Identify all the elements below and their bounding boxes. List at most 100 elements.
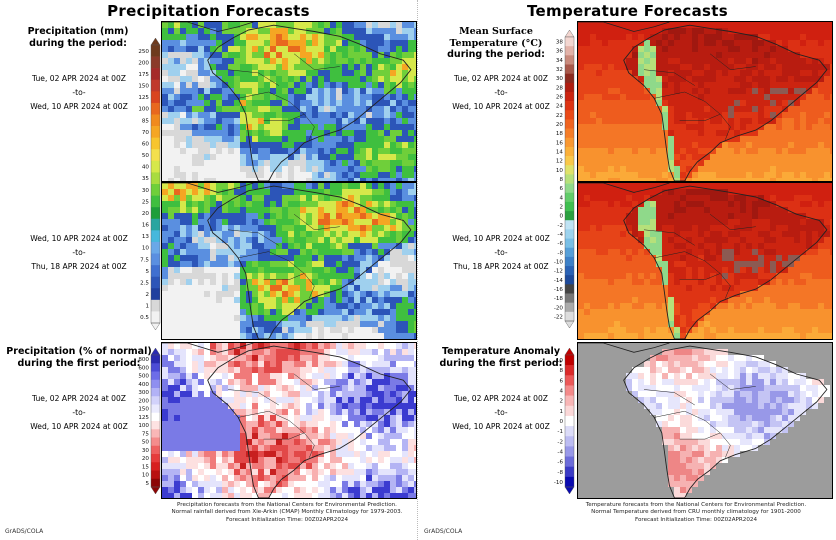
precip-period-3-end: Wed, 10 APR 2024 at 00Z <box>30 422 128 431</box>
precip-pct-colorbar-swatch <box>151 404 160 414</box>
temp-period-1: Tue, 02 APR 2024 at 00Z -to- Wed, 10 APR… <box>429 72 573 114</box>
precip-period-3-start: Tue, 02 APR 2024 at 00Z <box>32 394 126 403</box>
precip-map-2-canvas <box>162 183 416 339</box>
precip-pct-colorbar-swatch <box>151 470 160 480</box>
temp-anomaly-map-canvas <box>578 343 832 498</box>
precip-mm-colorbar-swatch <box>151 149 160 162</box>
precip-mm-colorbar-tick-label: 70 <box>142 130 150 136</box>
temp-colorbar-tick-label: -14 <box>554 278 564 284</box>
precip-mm-colorbar-tick-label: 16 <box>142 223 150 229</box>
continent-outline <box>207 345 412 498</box>
precip-period-3-to: -to- <box>72 408 86 417</box>
temp-label-1: Mean Surface Temperature (°C) during the… <box>431 26 561 61</box>
temp-colorbar-tick-label: -8 <box>557 250 563 256</box>
precip-footer-line3: Forecast Initialization Time: 00Z02APR20… <box>225 516 349 523</box>
precip-pct-colorbar-tick-label: 300 <box>138 390 149 396</box>
anom-colorbar-swatch <box>565 405 574 417</box>
precip-mm-colorbar-tick-label: 200 <box>138 60 149 66</box>
precip-mm-colorbar-tick-label: 175 <box>138 72 149 78</box>
anom-colorbar-swatch <box>565 375 574 386</box>
precip-map-1 <box>161 21 417 182</box>
precip-period-2-to: -to- <box>72 248 86 257</box>
temp-map-1 <box>577 21 833 182</box>
precip-pct-colorbar-arrow-bottom <box>150 486 161 495</box>
anom-colorbar-tick-label: 4 <box>559 389 563 395</box>
precip-mm-colorbar-swatch <box>151 230 160 243</box>
precip-period-2-start: Wed, 10 APR 2024 at 00Z <box>30 234 128 243</box>
anom-colorbar-swatch <box>565 365 574 376</box>
temp-colorbar-arrow-bottom <box>564 320 575 329</box>
country-border <box>643 389 695 406</box>
temp-period-2: Wed, 10 APR 2024 at 00Z -to- Thu, 18 APR… <box>429 232 573 274</box>
precip-label-3-line2: during the first period: <box>17 357 141 369</box>
precip-mm-colorbar-swatch <box>151 311 160 324</box>
anom-colorbar-tick-label: 1 <box>559 409 563 415</box>
temp-label-1-line2: during the period: <box>447 49 545 60</box>
anom-colorbar-arrow-bottom <box>564 486 575 495</box>
temperature-title: Temperature Forecasts <box>527 2 728 20</box>
country-border <box>304 432 315 458</box>
precip-label-1-line2: during the period: <box>29 37 127 49</box>
temp-colorbar-tick-label: -6 <box>557 241 563 247</box>
continent-outline <box>623 24 828 181</box>
precip-mm-colorbar-tick-label: 20 <box>142 211 150 217</box>
precip-mm-colorbar-swatch <box>151 184 160 196</box>
temp-colorbar-tick-label: 26 <box>556 95 564 101</box>
anom-colorbar-tick-label: -6 <box>557 460 563 466</box>
precip-label-1: Precipitation (mm) during the period: <box>4 26 152 49</box>
temp-colorbar-swatch <box>565 256 574 267</box>
precip-mm-colorbar-swatch <box>151 218 160 231</box>
temp-period-3-to: -to- <box>494 408 508 417</box>
precip-mm-colorbar-arrow-top <box>150 37 161 46</box>
precip-pct-colorbar-tick-label: 150 <box>138 407 149 413</box>
precip-pct-colorbar-swatch <box>151 462 160 471</box>
temp-label-3-line1: Temperature Anomaly <box>441 346 561 357</box>
precip-mm-colorbar-swatch <box>151 45 160 57</box>
temp-colorbar-tick-label: 28 <box>556 85 564 91</box>
precip-footer: Precipitation forecasts from the Nationa… <box>156 502 418 524</box>
temp-period-2-start: Wed, 10 APR 2024 at 00Z <box>452 234 550 243</box>
temp-colorbar: 38 36 34 32 30 28 26 24 22 20 18 16 14 12 10 8 6 4 2 0 -2 -4-… <box>550 29 576 329</box>
precip-pct-colorbar-tick-label: 600 <box>138 365 149 371</box>
precip-mm-colorbar-tick-label: 35 <box>142 176 150 182</box>
temp-colorbar-tick-label: -12 <box>554 269 563 275</box>
central-america-outline <box>162 22 254 32</box>
temp-colorbar-tick-label: 32 <box>556 67 563 73</box>
precip-pct-colorbar-tick-label: 125 <box>138 415 149 421</box>
precip-mm-colorbar-tick-label: 40 <box>142 165 150 171</box>
central-america-outline <box>578 22 670 32</box>
precip-pct-colorbar-tick-label: 400 <box>138 382 149 388</box>
temp-colorbar-tick-label: -2 <box>557 223 563 229</box>
precip-mm-colorbar-tick-label: 60 <box>142 141 150 147</box>
precipitation-panel: Precipitation Forecasts Precipitation (m… <box>4 0 418 540</box>
temp-period-3-start: Tue, 02 APR 2024 at 00Z <box>454 394 548 403</box>
country-border <box>643 69 695 86</box>
temp-footer-line2: Normal Temperature derived from CRU mont… <box>591 509 801 516</box>
anom-colorbar-tick-label: -8 <box>557 470 563 476</box>
precip-label-3: Precipitation (% of normal) during the f… <box>4 346 154 369</box>
temp-colorbar-tick-label: -22 <box>554 314 563 320</box>
temp-footer: Temperature forecasts from the National … <box>557 502 835 524</box>
country-border <box>238 410 305 434</box>
precip-mm-colorbar-swatch <box>151 253 160 266</box>
anom-colorbar-swatch <box>565 355 574 366</box>
temp-colorbar-swatch <box>565 110 574 120</box>
precip-pct-colorbar-swatch <box>151 355 160 364</box>
precip-period-3: Tue, 02 APR 2024 at 00Z -to- Wed, 10 APR… <box>4 392 154 434</box>
temp-colorbar-tick-label: 38 <box>556 40 564 46</box>
precip-footer-line1: Precipitation forecasts from the Nationa… <box>177 502 397 508</box>
anom-colorbar-swatch <box>565 395 574 407</box>
country-border <box>709 373 756 390</box>
country-border <box>654 251 721 274</box>
central-america-outline <box>162 343 254 353</box>
country-border <box>720 273 731 299</box>
anom-colorbar-swatch <box>565 456 574 467</box>
precip-pct-colorbar-swatch <box>151 412 160 422</box>
temp-colorbar-swatch <box>565 302 574 313</box>
precip-mm-colorbar-tick-label: 125 <box>138 95 149 101</box>
continent-outline <box>207 185 412 339</box>
temp-map-2-canvas <box>578 183 832 339</box>
country-border <box>654 91 721 115</box>
temp-colorbar-tick-label: -10 <box>554 259 564 265</box>
